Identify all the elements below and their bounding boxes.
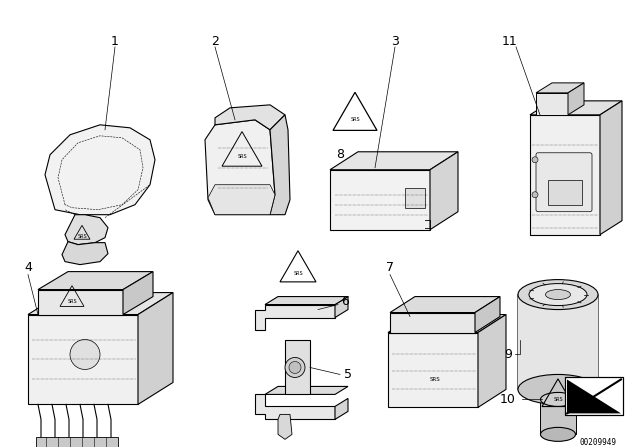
Ellipse shape xyxy=(518,375,598,405)
Text: SRS: SRS xyxy=(77,234,87,239)
Polygon shape xyxy=(62,241,108,265)
Polygon shape xyxy=(330,152,458,170)
Polygon shape xyxy=(600,101,622,235)
Text: 5: 5 xyxy=(344,368,352,381)
Polygon shape xyxy=(28,314,138,405)
Ellipse shape xyxy=(541,427,575,441)
Polygon shape xyxy=(38,271,153,289)
Polygon shape xyxy=(278,414,292,439)
Text: 9: 9 xyxy=(504,348,512,361)
Polygon shape xyxy=(475,297,500,332)
Bar xyxy=(565,378,623,415)
Polygon shape xyxy=(390,313,475,332)
Text: 2: 2 xyxy=(211,35,219,48)
Polygon shape xyxy=(388,314,506,332)
Polygon shape xyxy=(265,297,348,305)
Polygon shape xyxy=(208,185,275,215)
Text: 3: 3 xyxy=(391,35,399,48)
Ellipse shape xyxy=(545,289,570,300)
Text: 11: 11 xyxy=(502,35,518,48)
Ellipse shape xyxy=(529,284,587,306)
Bar xyxy=(36,437,118,448)
Polygon shape xyxy=(335,398,348,419)
Text: SRS: SRS xyxy=(350,117,360,122)
Polygon shape xyxy=(285,340,310,394)
Polygon shape xyxy=(45,125,155,215)
Polygon shape xyxy=(548,180,582,205)
Ellipse shape xyxy=(518,280,598,310)
Polygon shape xyxy=(567,379,621,414)
Text: 7: 7 xyxy=(386,261,394,274)
Polygon shape xyxy=(335,297,348,318)
Bar xyxy=(518,295,598,389)
Polygon shape xyxy=(530,115,600,235)
Circle shape xyxy=(532,192,538,198)
Text: 4: 4 xyxy=(24,261,32,274)
Polygon shape xyxy=(390,297,500,313)
Bar xyxy=(405,188,425,208)
Circle shape xyxy=(285,358,305,378)
Polygon shape xyxy=(530,101,622,115)
Polygon shape xyxy=(205,120,275,215)
Polygon shape xyxy=(478,314,506,407)
Polygon shape xyxy=(123,271,153,314)
Text: SRS: SRS xyxy=(429,377,440,382)
Text: 6: 6 xyxy=(341,295,349,308)
Text: SRS: SRS xyxy=(553,397,563,402)
Circle shape xyxy=(70,340,100,370)
Polygon shape xyxy=(265,387,348,394)
Circle shape xyxy=(532,157,538,163)
Polygon shape xyxy=(430,152,458,230)
Ellipse shape xyxy=(541,392,575,406)
Polygon shape xyxy=(518,295,528,400)
Text: SRS: SRS xyxy=(67,299,77,304)
Polygon shape xyxy=(330,170,430,230)
Polygon shape xyxy=(38,289,123,314)
Polygon shape xyxy=(388,332,478,407)
Text: 1: 1 xyxy=(111,35,119,48)
Text: SRS: SRS xyxy=(293,271,303,276)
Text: 00209949: 00209949 xyxy=(579,438,616,447)
Text: 10: 10 xyxy=(500,393,516,406)
Polygon shape xyxy=(255,394,335,419)
Circle shape xyxy=(289,362,301,374)
Polygon shape xyxy=(138,293,173,405)
Polygon shape xyxy=(270,115,290,215)
Polygon shape xyxy=(536,83,584,93)
Polygon shape xyxy=(588,295,598,400)
Polygon shape xyxy=(215,105,285,130)
Polygon shape xyxy=(255,305,335,330)
Bar xyxy=(565,378,623,415)
Polygon shape xyxy=(568,83,584,115)
Polygon shape xyxy=(28,293,173,314)
Polygon shape xyxy=(536,93,568,115)
Polygon shape xyxy=(65,215,108,245)
Polygon shape xyxy=(540,400,576,435)
Text: 8: 8 xyxy=(336,148,344,161)
FancyBboxPatch shape xyxy=(536,153,592,212)
Text: SRS: SRS xyxy=(237,154,247,159)
